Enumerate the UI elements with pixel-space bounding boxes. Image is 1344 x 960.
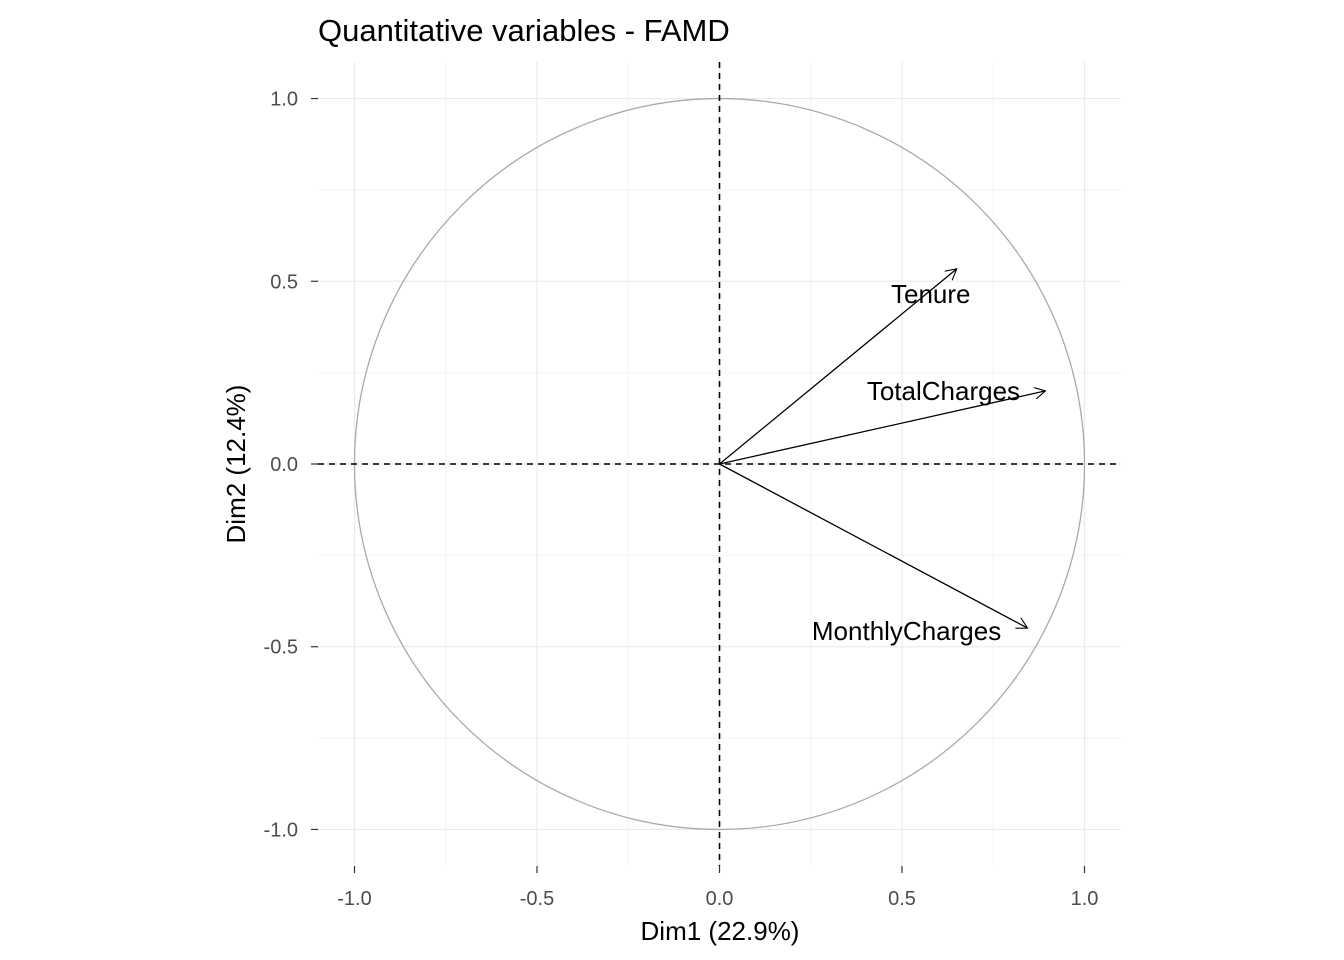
x-tick-label: 1.0 [1071, 888, 1099, 910]
x-tick-label: -0.5 [520, 888, 554, 910]
variable-arrow [719, 269, 957, 465]
y-tick-label: -1.0 [264, 819, 298, 841]
y-tick-label: 1.0 [270, 89, 298, 111]
y-tick-label: -0.5 [264, 637, 298, 659]
chart-title: Quantitative variables - FAMD [318, 13, 730, 48]
y-tick-label: 0.0 [270, 454, 298, 476]
variable-arrow [719, 463, 1028, 628]
x-tick-label: -1.0 [337, 888, 371, 910]
variable-label: TotalCharges [867, 376, 1020, 406]
x-tick-label: 0.5 [888, 888, 916, 910]
x-axis-title: Dim1 (22.9%) [641, 916, 800, 946]
y-axis-title: Dim2 (12.4%) [221, 385, 251, 544]
y-tick-label: 0.5 [270, 271, 298, 293]
variable-arrow [719, 391, 1046, 465]
x-tick-label: 0.0 [706, 888, 734, 910]
variable-label: MonthlyCharges [812, 616, 1001, 646]
variable-label: Tenure [891, 279, 971, 309]
